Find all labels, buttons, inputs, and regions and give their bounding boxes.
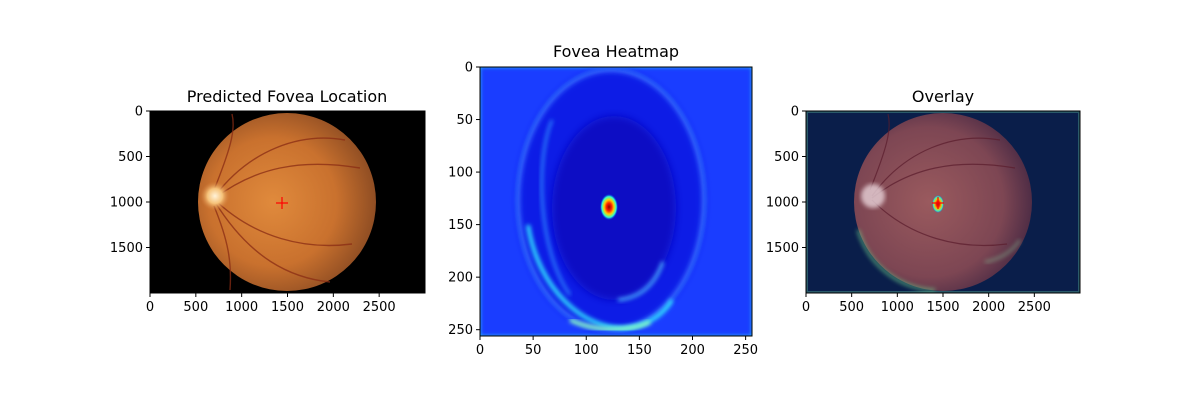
y-tick-label: 250 — [448, 323, 473, 338]
panel3-axes: 0 500 1000 1500 2000 2500 0 500 1000 1500 — [766, 105, 1051, 316]
x-tick-label: 150 — [627, 343, 652, 358]
y-tick-label: 150 — [448, 218, 473, 233]
x-tick-label: 1000 — [225, 300, 258, 315]
x-tick-label: 200 — [680, 343, 705, 358]
panel2-title: Fovea Heatmap — [553, 42, 679, 61]
x-tick-label: 0 — [476, 343, 484, 358]
x-tick-label: 500 — [839, 300, 864, 315]
x-tick-label: 1500 — [271, 300, 304, 315]
panel-overlay: Overlay 0 500 1000 1500 2000 2500 0 500 1000 1500 — [766, 87, 1081, 316]
x-tick-label: 2000 — [972, 300, 1005, 315]
y-tick-label: 100 — [448, 166, 473, 181]
y-tick-label: 1500 — [110, 241, 143, 256]
x-tick-label: 2500 — [1018, 300, 1051, 315]
y-tick-label: 50 — [456, 113, 473, 128]
panel-fovea-heatmap: Fovea Heatmap 0 50 100 150 200 25005010015020… — [448, 42, 758, 358]
x-tick-label: 1000 — [881, 300, 914, 315]
y-tick-label: 0 — [465, 61, 473, 76]
heatmap-image — [480, 67, 752, 336]
y-tick-label: 0 — [135, 105, 143, 120]
y-tick-label: 1500 — [766, 241, 799, 256]
y-tick-label: 0 — [791, 105, 799, 120]
x-tick-label: 500 — [183, 300, 208, 315]
y-tick-label: 200 — [448, 271, 473, 286]
x-tick-label: 250 — [733, 343, 758, 358]
overlay-fovea-marker — [932, 197, 944, 209]
x-tick-label: 2000 — [317, 300, 350, 315]
fovea-marker — [276, 197, 288, 209]
y-tick-label: 500 — [774, 150, 799, 165]
y-tick-label: 1000 — [766, 196, 799, 211]
panel3-title: Overlay — [912, 87, 974, 106]
y-tick-label: 500 — [118, 150, 143, 165]
overlay-image — [806, 111, 1080, 293]
x-tick-label: 0 — [802, 300, 810, 315]
fundus-image — [150, 111, 425, 293]
panel-predicted-fovea: Predicted Fovea Location 0 500 1000 1500 200… — [110, 87, 426, 316]
x-tick-label: 50 — [525, 343, 542, 358]
panel1-axes: 0 500 1000 1500 2000 2500 0 500 1000 1500 — [110, 105, 396, 316]
x-tick-label: 100 — [574, 343, 599, 358]
x-tick-label: 0 — [146, 300, 154, 315]
x-tick-label: 1500 — [926, 300, 959, 315]
panel1-title: Predicted Fovea Location — [187, 87, 388, 106]
y-tick-label: 1000 — [110, 196, 143, 211]
x-tick-label: 2500 — [363, 300, 396, 315]
